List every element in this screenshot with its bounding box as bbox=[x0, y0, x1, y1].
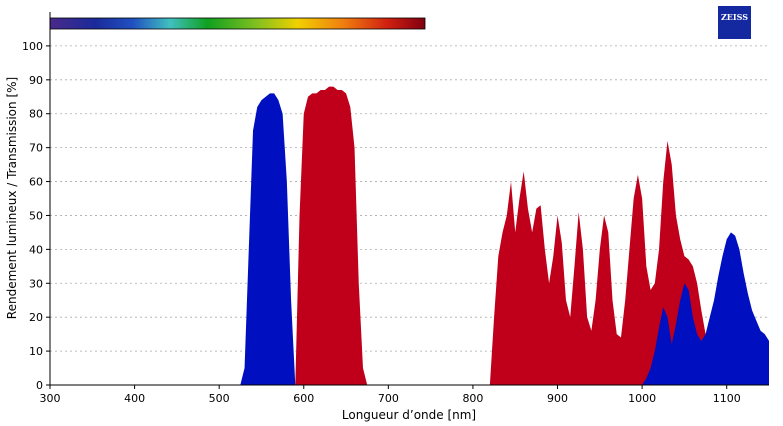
y-axis-title: Rendement lumineux / Transmission [%] bbox=[5, 77, 19, 319]
y-tick-label: 10 bbox=[29, 345, 43, 358]
x-axis-title: Longueur d’onde [nm] bbox=[342, 408, 476, 422]
y-tick-label: 20 bbox=[29, 311, 43, 324]
x-tick-label: 300 bbox=[40, 392, 61, 405]
x-tick-label: 400 bbox=[124, 392, 145, 405]
logo: ZEISS bbox=[721, 12, 748, 22]
x-tick-label: 500 bbox=[209, 392, 230, 405]
logo-box bbox=[718, 6, 751, 39]
x-tick-label: 1100 bbox=[713, 392, 741, 405]
x-tick-label: 1000 bbox=[628, 392, 656, 405]
area bbox=[50, 93, 769, 385]
x-tick-label: 900 bbox=[547, 392, 568, 405]
y-tick-label: 30 bbox=[29, 277, 43, 290]
x-tick-label: 700 bbox=[378, 392, 399, 405]
y-tick-label: 90 bbox=[29, 74, 43, 87]
x-tick-label: 600 bbox=[293, 392, 314, 405]
spectrum-bar bbox=[49, 17, 426, 30]
y-tick-label: 60 bbox=[29, 176, 43, 189]
y-tick-label: 0 bbox=[36, 379, 43, 392]
y-tick-label: 70 bbox=[29, 142, 43, 155]
y-tick-label: 40 bbox=[29, 243, 43, 256]
y-tick-label: 100 bbox=[22, 40, 43, 53]
y-tick-label: 50 bbox=[29, 209, 43, 222]
y-tick-label: 80 bbox=[29, 108, 43, 121]
x-tick-label: 800 bbox=[462, 392, 483, 405]
